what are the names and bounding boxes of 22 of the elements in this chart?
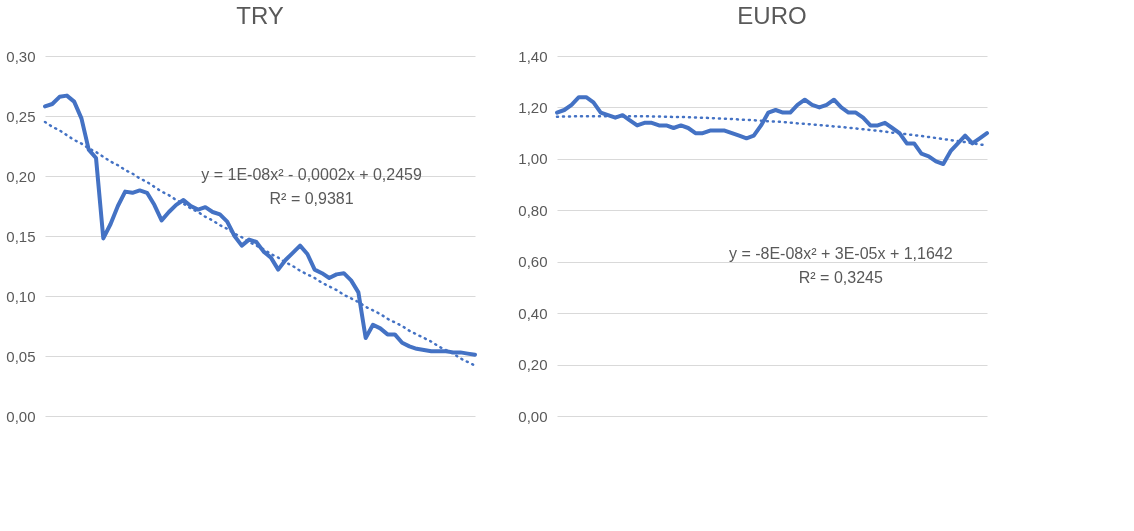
y-tick-label: 0,25	[6, 107, 36, 125]
y-tick-label: 0,20	[6, 167, 36, 185]
y-tick-label: 1,40	[518, 47, 548, 65]
annotation: R² = 0,9381	[269, 189, 354, 207]
line-series	[555, 95, 989, 166]
chart-title: TRY	[236, 2, 284, 29]
y-tick-label: 0,10	[6, 287, 36, 305]
y-tick-label: 0,30	[6, 47, 36, 65]
y-tick-label: 0,15	[6, 227, 36, 245]
y-tick-label: 1,00	[518, 150, 548, 168]
y-tick-label: 0,00	[6, 407, 36, 425]
y-tick-label: 1,20	[518, 98, 548, 116]
y-tick-label: 0,60	[518, 253, 548, 271]
annotation: y = 1E-08x² - 0,0002x + 0,2459	[201, 165, 422, 183]
y-tick-label: 0,00	[518, 407, 548, 425]
y-tick-label: 0,20	[518, 356, 548, 374]
y-tick-label: 0,40	[518, 304, 548, 322]
y-tick-label: 0,05	[6, 347, 36, 365]
annotation: R² = 0,3245	[798, 269, 883, 286]
annotation: y = -8E-08x² + 3E-05x + 1,1642	[728, 245, 953, 262]
y-tick-label: 0,80	[518, 201, 548, 219]
chart-title: EURO	[737, 2, 807, 29]
